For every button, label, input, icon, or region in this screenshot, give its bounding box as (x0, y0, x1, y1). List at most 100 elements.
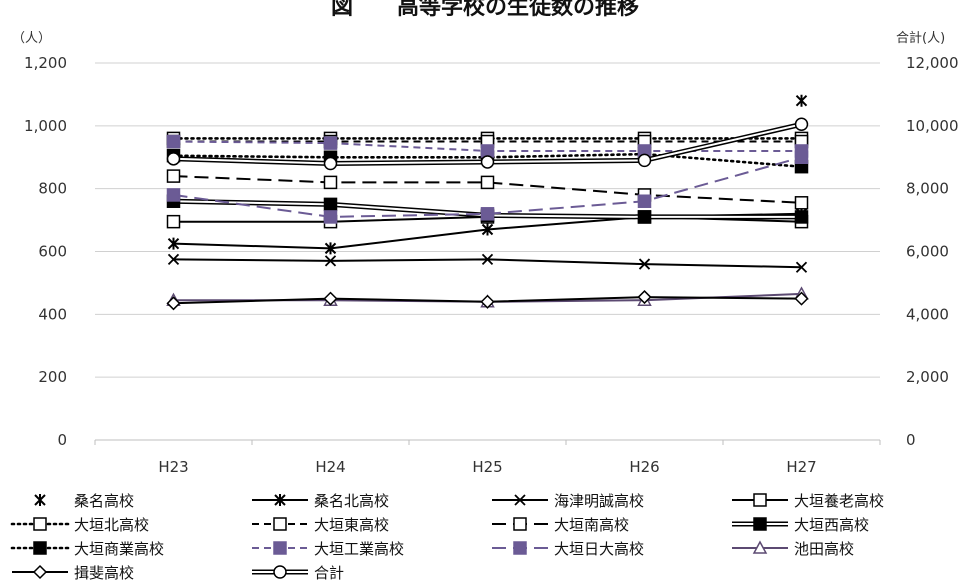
legend-marker (273, 541, 287, 555)
legend-item: 大垣南高校 (490, 512, 629, 536)
y2-tick-label: 0 (906, 431, 916, 449)
legend-marker (32, 564, 48, 580)
legend-swatch (10, 541, 70, 555)
data-point (480, 175, 495, 190)
legend-item: 大垣北高校 (10, 512, 149, 536)
data-point (166, 188, 181, 202)
data-point (166, 214, 181, 229)
legend-label: 大垣南高校 (554, 515, 630, 534)
legend-label: 大垣工業高校 (314, 539, 405, 558)
data-point (480, 294, 495, 309)
series-0 (795, 94, 808, 107)
legend-item: 桑名北高校 (250, 488, 389, 512)
legend-label: 桑名高校 (74, 491, 135, 510)
legend-item: 大垣日大高校 (490, 536, 644, 560)
data-point (323, 175, 338, 190)
legend-marker (513, 517, 527, 531)
y2-tick-label: 4,000 (906, 305, 949, 323)
data-point (795, 94, 808, 107)
legend-marker (274, 494, 286, 506)
legend-label: 大垣養老高校 (794, 491, 885, 510)
legend-swatch (12, 564, 68, 580)
legend-swatch (10, 517, 70, 531)
axes: 0 200 400 600 800 1,000 1,200 0 2,000 4,000 6,000 8… (24, 54, 958, 476)
y-tick-label: 1,200 (24, 54, 67, 72)
legend-item: 合計 (250, 560, 344, 584)
legend-label: 池田高校 (794, 539, 855, 558)
data-point (480, 155, 495, 169)
x-tick-label: H27 (786, 458, 816, 476)
legend-label: 揖斐高校 (74, 563, 135, 582)
x-tick-label: H25 (472, 458, 502, 476)
legend-item: 揖斐高校 (10, 560, 134, 584)
x-tick-label: H23 (158, 458, 188, 476)
legend-label: 大垣西高校 (794, 515, 870, 534)
legend-marker (34, 494, 46, 506)
data-point (794, 150, 809, 164)
data-point (167, 237, 180, 250)
legend-item: 大垣商業高校 (10, 536, 164, 560)
right-axis-unit: 合計(人) (896, 30, 945, 46)
x-tick-label: H26 (629, 458, 659, 476)
data-point (323, 156, 338, 171)
legend-marker (752, 540, 768, 554)
legend-swatch (252, 541, 308, 555)
y2-tick-label: 2,000 (906, 368, 949, 386)
data-point (323, 210, 338, 224)
legend-item: 桑名高校 (10, 488, 134, 512)
legend-swatch (732, 493, 788, 507)
legend-swatch (732, 540, 788, 554)
legend-label: 大垣日大高校 (554, 539, 645, 558)
y-tick-label: 200 (38, 368, 67, 386)
y-tick-label: 800 (38, 180, 67, 198)
legend-swatch (492, 541, 548, 555)
data-point (166, 134, 181, 149)
data-point (166, 152, 181, 166)
data-point (637, 210, 652, 224)
legend-label: 合計 (314, 563, 345, 582)
legend-marker (753, 493, 767, 507)
series-13 (166, 117, 809, 171)
series-10 (166, 150, 809, 224)
data-point (794, 117, 809, 132)
legend-item: 大垣工業高校 (250, 536, 404, 560)
legend-marker (33, 541, 47, 555)
data-point (481, 223, 494, 236)
data-point (166, 296, 181, 311)
data-point (794, 291, 809, 306)
data-point (323, 136, 338, 150)
legend-marker (273, 565, 287, 579)
data-point (637, 153, 652, 168)
legend-item: 池田高校 (730, 536, 854, 560)
chart-title: 図 高等学校の生徒数の推移 (331, 0, 639, 20)
data-point (795, 261, 808, 273)
series-2 (167, 253, 808, 273)
legend-label: 大垣北高校 (74, 515, 150, 534)
x-tick-label: H24 (315, 458, 345, 476)
y2-tick-label: 10,000 (906, 117, 959, 135)
left-axis-unit: （人） (12, 31, 51, 46)
legend-swatch (34, 494, 46, 506)
legend-swatch (252, 517, 308, 531)
data-point (167, 253, 180, 265)
y2-tick-label: 6,000 (906, 243, 949, 261)
legend-swatch (252, 494, 308, 506)
legend-label: 大垣東高校 (314, 515, 390, 534)
data-point (794, 196, 809, 210)
data-point (637, 289, 652, 305)
data-point (637, 194, 652, 208)
data-point (481, 253, 494, 265)
y-tick-label: 0 (57, 431, 67, 449)
legend-marker (273, 517, 287, 531)
data-point (324, 255, 337, 267)
data-point (794, 210, 809, 224)
legend-item: 大垣養老高校 (730, 488, 884, 512)
data-point (480, 207, 495, 221)
legend-swatch (732, 517, 788, 531)
legend-item: 海津明誠高校 (490, 488, 644, 512)
y2-tick-label: 12,000 (906, 54, 959, 72)
legend-swatch (252, 565, 308, 579)
series (166, 94, 809, 311)
